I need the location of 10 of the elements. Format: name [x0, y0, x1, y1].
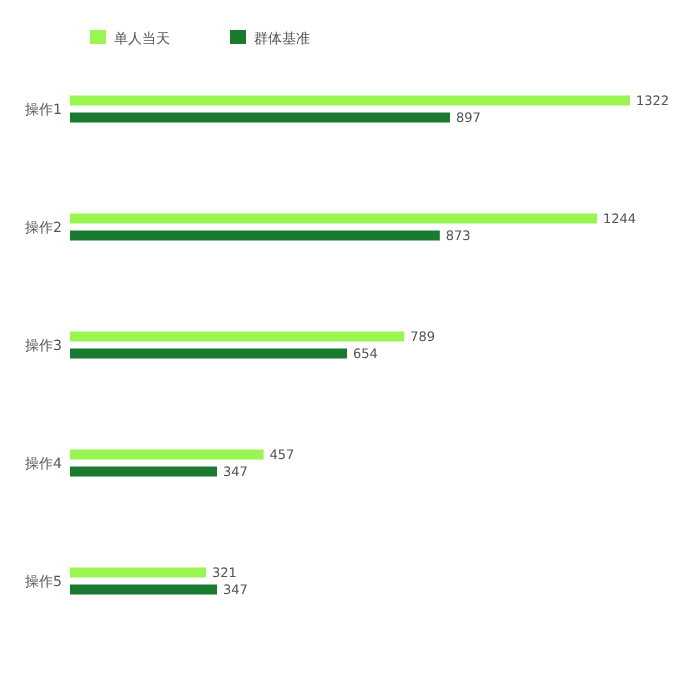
- bar: [70, 213, 597, 224]
- bar: [70, 584, 217, 595]
- bar: [70, 449, 264, 460]
- bar: [70, 112, 450, 123]
- bar: [70, 230, 440, 241]
- bar: [70, 567, 206, 578]
- bar: [70, 95, 630, 106]
- bar: [70, 466, 217, 477]
- bar: [70, 348, 348, 359]
- bar: [70, 331, 405, 342]
